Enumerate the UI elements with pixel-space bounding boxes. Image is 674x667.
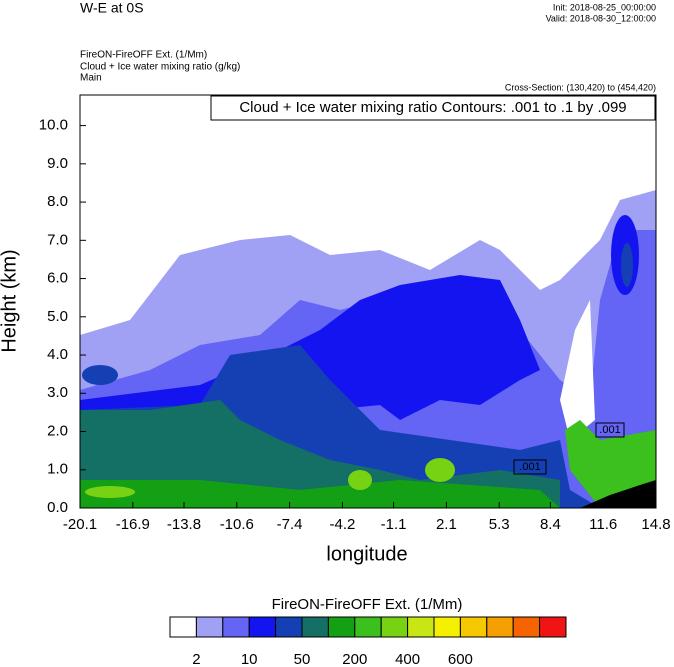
y-tick-label: 5.0 [47,308,68,325]
x-tick-label: 2.1 [436,516,457,533]
colorbar-box [222,616,250,638]
contour-fill [80,95,656,508]
x-tick-label: -1.1 [381,516,407,533]
colorbar-box [195,616,224,638]
y-tick-label: 8.0 [47,193,68,210]
x-tick-label: -16.9 [116,516,150,533]
y-tick-label: 4.0 [47,346,68,363]
y-tick-label: 6.0 [47,270,68,287]
colorbar-box [433,616,461,638]
colorbar-title: FireON-FireOFF Ext. (1/Mm) [272,596,463,613]
domain-name: Main [80,73,102,84]
contour-label: .001 [519,461,540,473]
colorbar-label: 50 [294,651,311,667]
plot-frame [79,94,657,509]
x-axis-title: longitude [326,543,407,565]
x-tick-label: -13.8 [167,516,201,533]
valid-time: Valid: 2018-08-30_12:00:00 [546,13,656,23]
y-tick-label: 0.0 [47,499,68,516]
x-tick-label: -7.4 [277,516,303,533]
colorbar-box [275,616,303,638]
y-tick-label: 10.0 [39,117,68,134]
y-tick-label: 1.0 [47,461,68,478]
colorbar-box [248,616,277,638]
colorbar-label: 600 [448,651,473,667]
y-axis-title: Height (km) [0,249,20,352]
cross-section: Cross-Section: (130,420) to (454,420) [505,82,656,92]
colorbar-box [301,616,329,638]
chart-title: W-E at 0S [80,0,144,16]
colorbar-box [486,616,514,638]
colorbar-box [380,616,409,638]
colorbar-box [407,616,435,638]
colorbar-box [459,616,488,638]
colorbar-box [539,616,567,638]
x-tick-label: -20.1 [63,516,97,533]
y-tick-label: 2.0 [47,422,68,439]
field-name: FireON-FireOFF Ext. (1/Mm) [80,50,207,61]
y-tick-label: 3.0 [47,384,68,401]
y-tick-label: 7.0 [47,231,68,248]
x-tick-label: 5.3 [489,516,510,533]
x-tick-label: -10.6 [220,516,254,533]
colorbar-box [169,616,197,638]
x-tick-label: 14.8 [641,516,670,533]
contour-info-box [210,95,656,121]
colorbar-label: 400 [395,651,420,667]
contour-label: .001 [599,424,620,436]
x-tick-label: 11.6 [589,516,617,533]
x-tick-label: 8.4 [540,516,561,533]
contour-field-name: Cloud + Ice water mixing ratio (g/kg) [80,62,240,73]
contour-info: Cloud + Ice water mixing ratio Contours:… [239,99,626,116]
colorbar-box [327,616,356,638]
y-tick-label: 9.0 [47,155,68,172]
x-tick-label: -4.2 [329,516,355,533]
colorbar-box [354,616,382,638]
colorbar-label: 200 [342,651,367,667]
init-time: Init: 2018-08-25_00:00:00 [553,2,656,12]
colorbar-label: 10 [241,651,258,667]
colorbar-box [512,616,541,638]
colorbar-label: 2 [192,651,200,667]
